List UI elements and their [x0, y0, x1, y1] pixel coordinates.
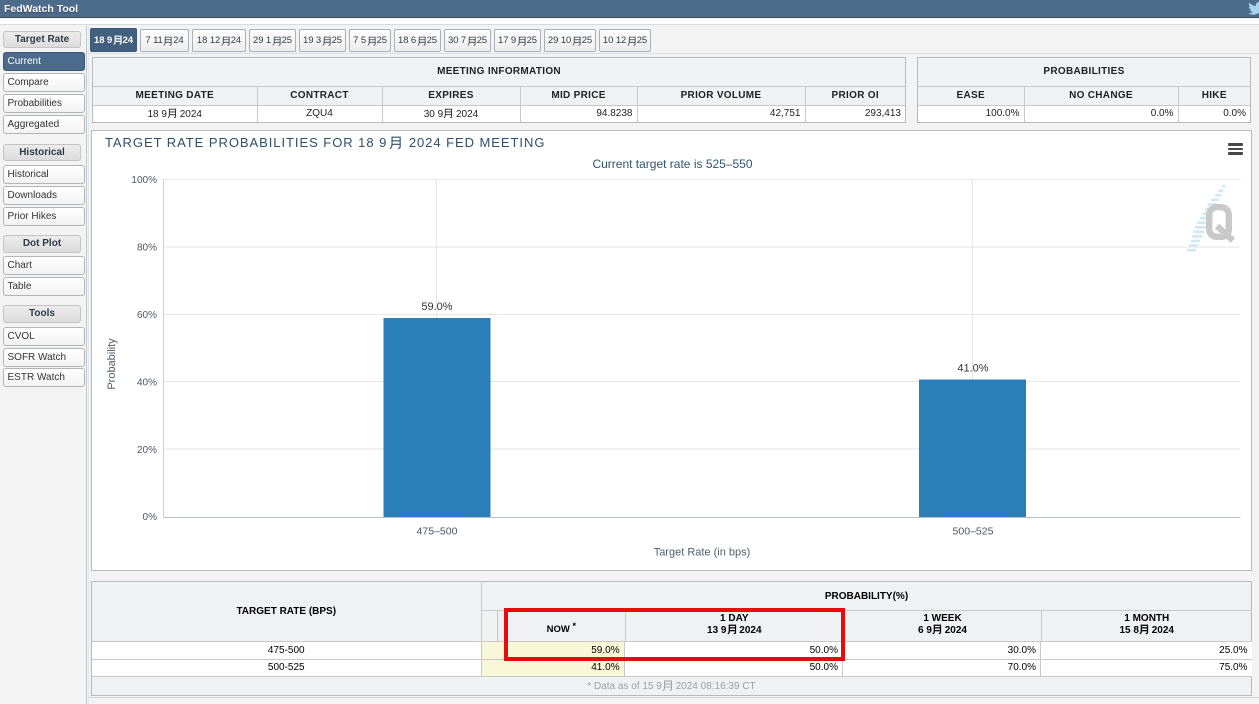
svg-text:41.0%: 41.0% — [957, 363, 988, 375]
svg-text:100%: 100% — [131, 175, 157, 186]
svg-text:60%: 60% — [137, 310, 157, 321]
svg-text:59.0%: 59.0% — [421, 301, 452, 313]
svg-text:Probability: Probability — [106, 338, 118, 390]
svg-text:Target Rate (in bps): Target Rate (in bps) — [654, 547, 751, 559]
svg-text:0%: 0% — [143, 512, 158, 523]
svg-text:40%: 40% — [137, 378, 157, 389]
svg-text:475–500: 475–500 — [417, 526, 458, 538]
svg-text:80%: 80% — [137, 243, 157, 254]
svg-text:500–525: 500–525 — [953, 526, 994, 538]
svg-text:20%: 20% — [137, 445, 157, 456]
